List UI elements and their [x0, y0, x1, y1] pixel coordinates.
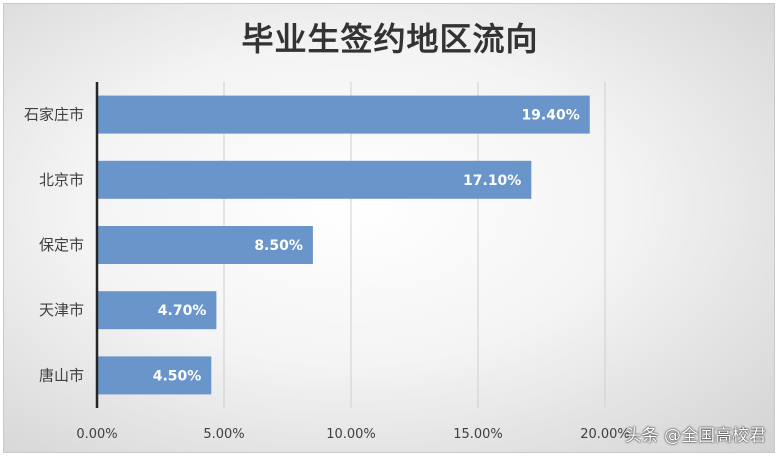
bar	[97, 226, 313, 264]
watermark: 头条 @全国高校君	[624, 426, 766, 446]
data-label: 17.10%	[463, 173, 521, 189]
data-label: 4.50%	[153, 368, 202, 384]
category-label: 天津市	[39, 301, 84, 319]
category-label: 北京市	[39, 171, 84, 189]
data-label: 8.50%	[254, 238, 303, 254]
x-tick-label: 15.00%	[453, 427, 503, 442]
bar	[97, 95, 590, 134]
x-tick-label: 10.00%	[326, 427, 376, 442]
category-label: 保定市	[39, 236, 84, 254]
bar	[97, 356, 212, 395]
category-label: 唐山市	[39, 366, 84, 384]
bar	[97, 291, 217, 330]
x-tick-label: 20.00%	[580, 427, 630, 442]
data-label: 19.40%	[521, 108, 579, 124]
category-label: 石家庄市	[24, 106, 84, 124]
x-tick-label: 5.00%	[203, 427, 244, 442]
chart-title: 毕业生签约地区流向	[241, 20, 539, 58]
x-tick-label: 0.00%	[76, 427, 117, 442]
bar	[97, 160, 532, 199]
data-label: 4.70%	[158, 303, 207, 319]
